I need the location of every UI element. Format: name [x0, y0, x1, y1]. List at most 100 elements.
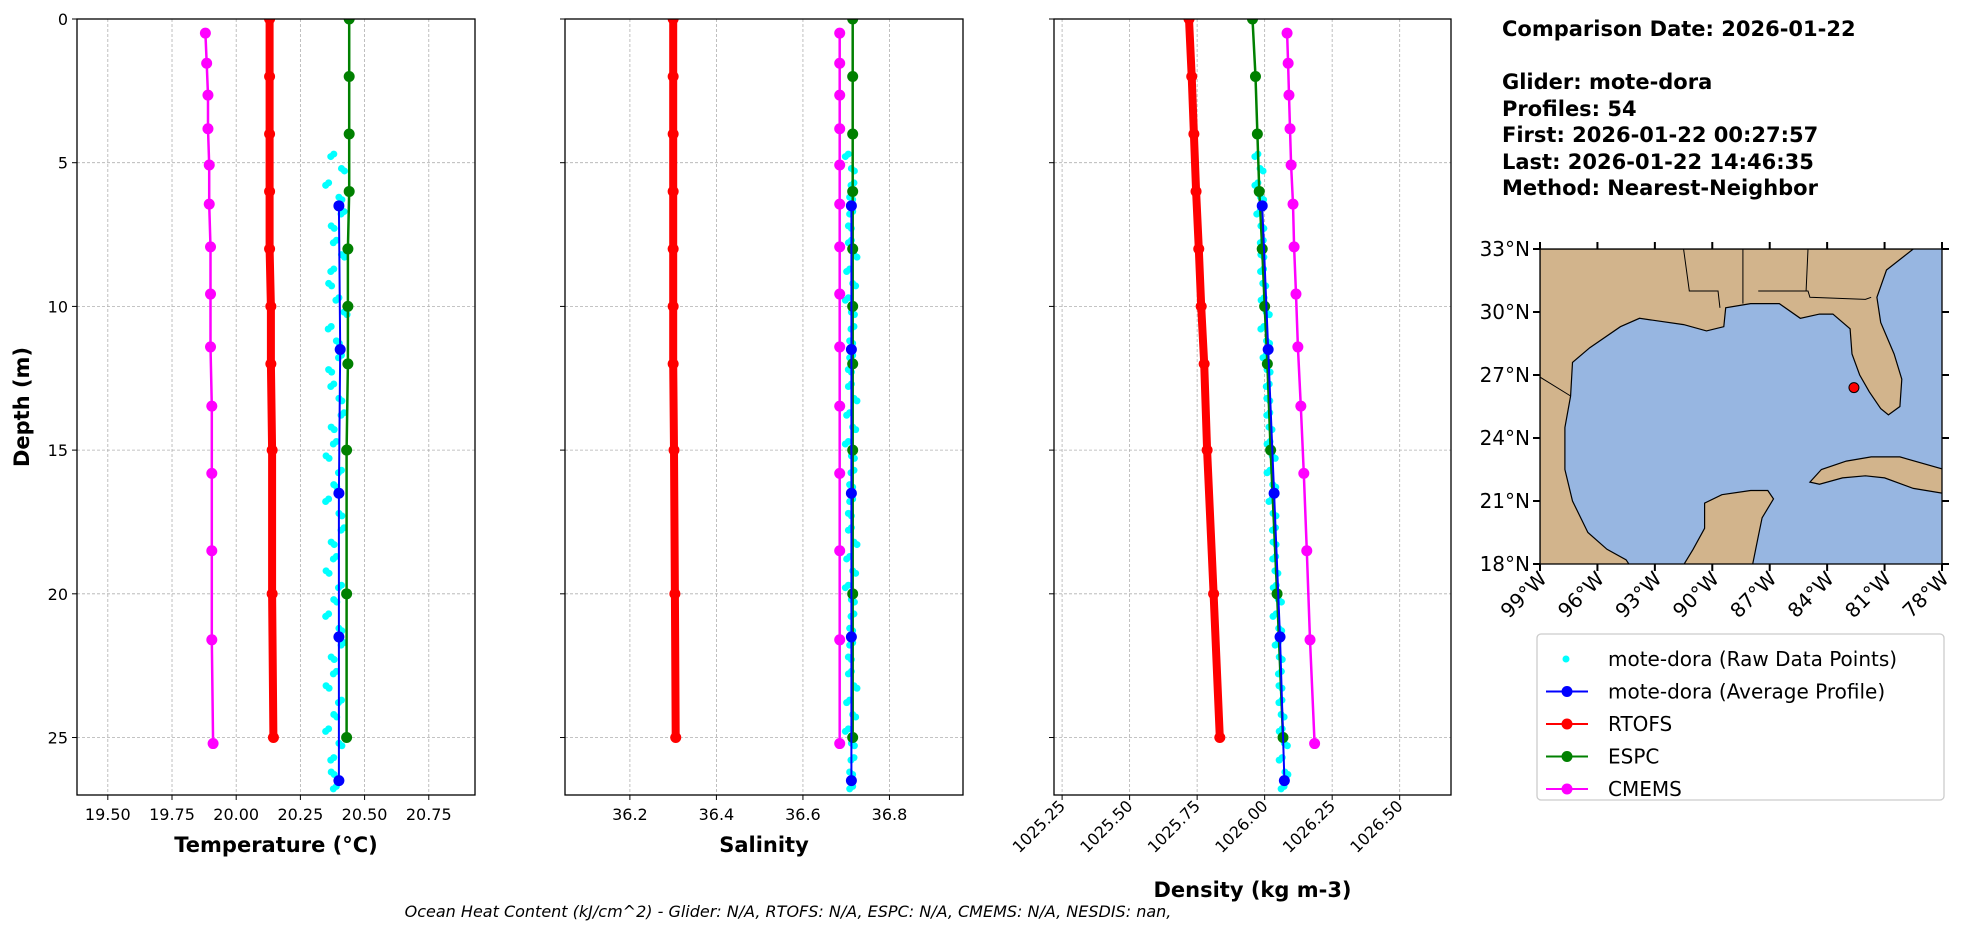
info-comparison-date: Comparison Date: 2026-01-22 — [1502, 17, 1856, 41]
espc-marker — [343, 185, 355, 197]
raw-data-point — [844, 670, 852, 678]
raw-data-point — [330, 224, 338, 232]
raw-data-point — [1257, 325, 1265, 333]
espc-marker — [1265, 444, 1277, 456]
cmems-marker — [206, 634, 218, 646]
cmems-marker — [834, 341, 846, 353]
glider-marker — [845, 775, 857, 787]
cmems-line — [1285, 33, 1316, 744]
cmems-marker — [1284, 123, 1296, 135]
state-border — [1683, 249, 1721, 308]
rtofs-marker — [1214, 732, 1226, 744]
raw-data-point — [329, 785, 337, 793]
rtofs-marker — [669, 588, 681, 600]
axes-frame — [564, 18, 964, 796]
cmems-marker — [834, 738, 846, 750]
cmems-marker — [834, 89, 846, 101]
raw-data-point — [1253, 210, 1261, 218]
cmems-marker — [206, 545, 218, 557]
rtofs-marker — [264, 70, 276, 82]
raw-data-point — [1263, 469, 1271, 477]
lon-label: 84°W — [1783, 566, 1839, 622]
x-tick-label: 20.25 — [277, 805, 323, 824]
legend-marker-icon — [1561, 751, 1573, 762]
rtofs-marker — [265, 358, 277, 370]
cmems-marker — [1287, 198, 1299, 210]
glider-marker — [333, 775, 345, 787]
cmems-marker — [1290, 288, 1302, 300]
cmems-marker — [205, 241, 217, 253]
map-frame — [1539, 248, 1943, 565]
lat-label: 18°N — [1480, 552, 1530, 576]
espc-marker — [847, 19, 859, 25]
land-north-america — [1540, 249, 1915, 564]
cmems-marker — [834, 634, 846, 646]
cmems-marker — [1288, 241, 1300, 253]
cmems-marker — [1285, 159, 1297, 171]
glider-marker — [333, 200, 345, 212]
raw-data-point — [327, 268, 335, 276]
raw-data-point — [844, 383, 852, 391]
rtofs-marker — [267, 732, 279, 744]
raw-data-point — [322, 181, 330, 189]
espc-marker — [341, 588, 353, 600]
rtofs-marker — [667, 300, 679, 312]
y-tick-label: 25 — [48, 729, 68, 748]
legend-marker-icon — [1561, 686, 1573, 697]
rtofs-marker — [1198, 358, 1210, 370]
info-block: Comparison Date: 2026-01-22 Glider: mote-… — [1502, 17, 1856, 200]
legend-label: mote-dora (Average Profile) — [1608, 680, 1885, 704]
x-tick-label: 1026.25 — [1279, 796, 1339, 856]
glider-marker — [1274, 631, 1286, 643]
raw-data-point — [322, 727, 330, 735]
espc-line — [1251, 19, 1285, 738]
lon-label: 93°W — [1610, 566, 1666, 622]
legend-label: ESPC — [1608, 745, 1659, 769]
x-tick-label: 1026.50 — [1346, 796, 1406, 856]
cmems-marker — [199, 27, 211, 39]
axes-frame — [1053, 18, 1452, 796]
raw-data-point — [1277, 785, 1285, 793]
raw-data-point — [329, 440, 337, 448]
y-tick-label: 0 — [58, 10, 68, 29]
glider-marker — [333, 631, 345, 643]
raw-data-point — [329, 670, 337, 678]
rtofs-marker — [667, 185, 679, 197]
cmems-marker — [834, 159, 846, 171]
legend-marker-icon — [1561, 718, 1573, 730]
raw-data-point — [332, 296, 340, 304]
map: 18°N21°N24°N27°N30°N33°N99°W 96°W 93°W 90°W… — [1480, 237, 1954, 623]
cmems-marker — [1301, 545, 1313, 557]
espc-marker — [847, 588, 859, 600]
rtofs-marker — [667, 19, 679, 25]
x-tick-label: 1025.75 — [1144, 796, 1204, 856]
rtofs-marker — [1188, 128, 1200, 140]
cmems-marker — [202, 89, 214, 101]
raw-data-point — [1275, 756, 1283, 764]
cmems-marker — [1304, 634, 1316, 646]
lon-label: 81°W — [1840, 566, 1896, 622]
cmems-marker — [834, 400, 846, 412]
raw-data-point — [1265, 497, 1273, 505]
raw-data-point — [322, 612, 330, 620]
panel-temperature: 19.50 19.75 20.00 20.25 20.50 20.75 0 5 10 15 20 25… — [10, 10, 476, 857]
espc-marker — [1271, 588, 1283, 600]
series-group — [199, 19, 355, 793]
espc-marker — [343, 128, 355, 140]
raw-data-point — [329, 555, 337, 563]
rtofs-marker — [1201, 444, 1213, 456]
legend: mote-dora (Raw Data Points) mote-dora (Av… — [1536, 633, 1945, 801]
lat-label: 30°N — [1480, 300, 1530, 324]
cmems-marker — [202, 123, 214, 135]
legend-frame — [1536, 633, 1945, 801]
rtofs-marker — [264, 128, 276, 140]
cmems-marker — [834, 27, 846, 39]
glider-marker — [845, 200, 857, 212]
cmems-marker — [834, 123, 846, 135]
x-tick-label: 1025.50 — [1076, 796, 1136, 856]
y-tick-label: 10 — [48, 297, 68, 316]
info-glider: Glider: mote-dora — [1502, 70, 1712, 94]
series-group — [1183, 19, 1321, 793]
espc-marker — [342, 358, 354, 370]
